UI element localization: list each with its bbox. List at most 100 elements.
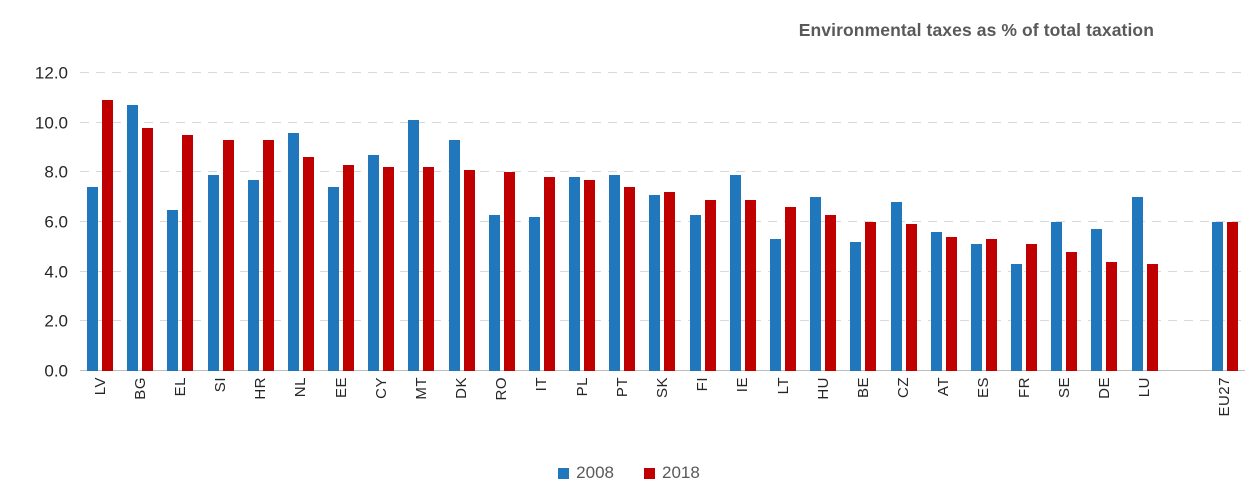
x-axis-label-LU: LU (1136, 377, 1154, 398)
x-axis-label-AT: AT (935, 377, 953, 397)
gridline-8 (80, 171, 1245, 173)
bar-2008-PT (609, 174, 621, 371)
x-axis-label-slot-FR: FR (1004, 377, 1044, 439)
bar-group-AT (924, 73, 964, 371)
bar-group-IT (522, 73, 562, 371)
bar-2018-DE (1106, 261, 1118, 371)
x-axis-label-slot-IT: IT (522, 377, 562, 439)
y-axis-tick-label-4.0: 4.0 (44, 262, 68, 282)
bar-group-EU27 (1205, 73, 1245, 371)
bar-group-CY (361, 73, 401, 371)
bar-groups (80, 73, 1245, 371)
bar-2018-EL (182, 135, 194, 371)
bar-2008-PL (569, 177, 581, 371)
bar-2008-SK (649, 194, 661, 371)
bar-2008-CZ (890, 202, 902, 371)
bar-2018-LV (102, 100, 114, 371)
x-axis-label-HU: HU (814, 377, 832, 400)
x-axis-label-slot-MT: MT (401, 377, 441, 439)
x-axis-label-slot-DK: DK (442, 377, 482, 439)
bar-group-EE (321, 73, 361, 371)
x-axis-label-slot-EL: EL (160, 377, 200, 439)
x-axis-label-IE: IE (734, 377, 752, 393)
bar-2018-FR (1026, 244, 1038, 371)
y-axis-tick-label-12.0: 12.0 (34, 63, 68, 83)
bar-2018-BG (142, 127, 154, 371)
x-axis-label-EE: EE (332, 377, 350, 399)
legend-label-2008: 2008 (576, 463, 614, 482)
x-axis-label-slot-LT: LT (763, 377, 803, 439)
x-axis-label-slot-RO: RO (482, 377, 522, 439)
bar-2018-EU27 (1226, 222, 1238, 371)
bar-2008-EU27 (1211, 222, 1223, 371)
bar-2008-FR (1011, 264, 1023, 371)
bar-group-SK (642, 73, 682, 371)
bar-group-ES (964, 73, 1004, 371)
bar-group-SI (201, 73, 241, 371)
legend-label-2018: 2018 (662, 463, 700, 482)
gridline-4 (80, 270, 1245, 272)
bar-2018-PT (624, 187, 636, 371)
x-axis-label-slot-NL: NL (281, 377, 321, 439)
bar-group-PT (602, 73, 642, 371)
x-axis-label-slot-ES: ES (964, 377, 1004, 439)
bar-group-BE (843, 73, 883, 371)
y-axis-tick-label-0.0: 0.0 (44, 361, 68, 381)
bar-2008-LT (770, 239, 781, 371)
x-axis-label-LT: LT (774, 377, 792, 395)
bar-2008-EE (328, 187, 340, 371)
x-axis-label-BG: BG (131, 377, 149, 400)
bar-2018-HU (825, 214, 837, 371)
x-axis-label-slot-HU: HU (803, 377, 843, 439)
x-axis-label-slot-EE: EE (321, 377, 361, 439)
bar-2018-SI (222, 140, 234, 371)
bar-group-BG (120, 73, 160, 371)
x-axis-label-DK: DK (453, 377, 471, 399)
bar-2018-AT (945, 236, 957, 371)
bar-2018-HR (262, 140, 274, 371)
x-axis-label-slot-CZ: CZ (883, 377, 923, 439)
bar-2018-BE (865, 222, 877, 371)
bar-2018-MT (423, 167, 435, 371)
legend-swatch-2018 (644, 467, 655, 479)
x-axis-label-SE: SE (1055, 377, 1073, 399)
bar-2018-CY (383, 167, 395, 371)
x-axis-label-IT: IT (533, 377, 551, 392)
legend: 2008 2018 (0, 463, 1258, 483)
bar-group-LT (763, 73, 803, 371)
bar-2008-ES (970, 244, 982, 371)
bar-group-NL (281, 73, 321, 371)
x-axis-label-slot-LU: LU (1124, 377, 1164, 439)
bar-2018-FI (704, 199, 716, 371)
y-axis-tick-label-8.0: 8.0 (44, 162, 68, 182)
x-axis-label-PT: PT (613, 377, 631, 398)
bar-group-HR (241, 73, 281, 371)
x-axis-label-FR: FR (1015, 377, 1033, 398)
bar-2018-IE (744, 199, 756, 371)
plot-area (80, 72, 1245, 371)
bar-2018-NL (302, 157, 314, 371)
x-axis-label-slot-FI: FI (683, 377, 723, 439)
x-axis-label-slot-PL: PL (562, 377, 602, 439)
bar-group-spacer (1165, 73, 1205, 371)
bar-group-DK (442, 73, 482, 371)
x-axis-label-CY: CY (372, 377, 390, 399)
x-axis-line (80, 370, 1245, 371)
gridline-2 (80, 320, 1245, 322)
bar-2018-DK (463, 169, 475, 371)
bar-group-IE (723, 73, 763, 371)
x-axis-label-slot-DE: DE (1084, 377, 1124, 439)
x-axis-label-FI: FI (694, 377, 712, 392)
x-axis-label-slot-HR: HR (241, 377, 281, 439)
x-axis-label-PL: PL (573, 377, 591, 397)
bar-2008-MT (408, 120, 420, 371)
x-axis-label-slot-PT: PT (602, 377, 642, 439)
y-axis-tick-label-6.0: 6.0 (44, 212, 68, 232)
bar-2008-HR (247, 179, 259, 371)
bar-2008-EL (167, 209, 179, 371)
x-axis-label-EU27: EU27 (1216, 377, 1234, 417)
bar-group-SE (1044, 73, 1084, 371)
bar-group-FR (1004, 73, 1044, 371)
y-axis: 0.0 2.0 4.0 6.0 8.0 10.0 12.0 (0, 65, 68, 380)
